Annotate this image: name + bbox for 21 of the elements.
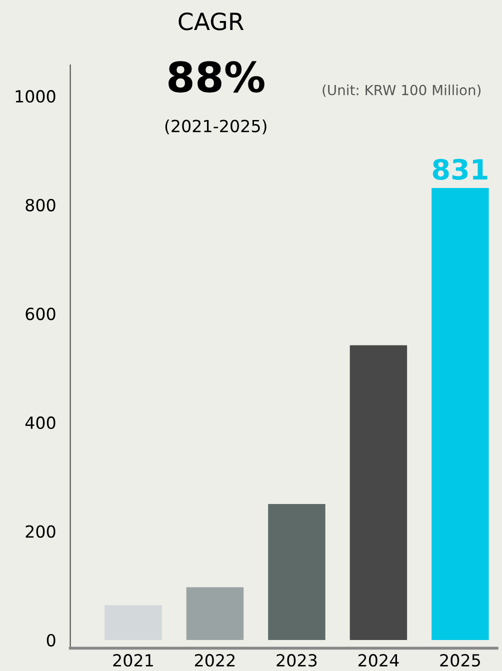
bar [104, 605, 162, 640]
data-label: 831 [432, 158, 488, 180]
y-tick-label: 800 [26, 198, 56, 212]
x-tick-label: 2021 [113, 654, 153, 667]
x-tick-label: 2025 [440, 654, 480, 667]
annotation: (2021-2025) [165, 119, 266, 134]
text: CAGR [178, 12, 244, 30]
x-tick-label: 2023 [276, 654, 317, 667]
y-tick-label: 400 [25, 416, 56, 430]
bar [432, 188, 489, 640]
y-tick-label: 0 [46, 634, 56, 647]
bar [268, 504, 326, 640]
x-tick-label: 2024 [358, 654, 399, 667]
annotation: (Unit: KRW 100 Million) [322, 84, 481, 97]
y-tick-label: 600 [26, 308, 56, 320]
y-tick-label: 200 [26, 525, 56, 538]
bar [186, 587, 244, 640]
y-tick-label: 1000 [16, 90, 56, 103]
x-tick-label: 2022 [194, 654, 235, 667]
bar [350, 345, 408, 640]
annotation: 88% [168, 61, 264, 93]
